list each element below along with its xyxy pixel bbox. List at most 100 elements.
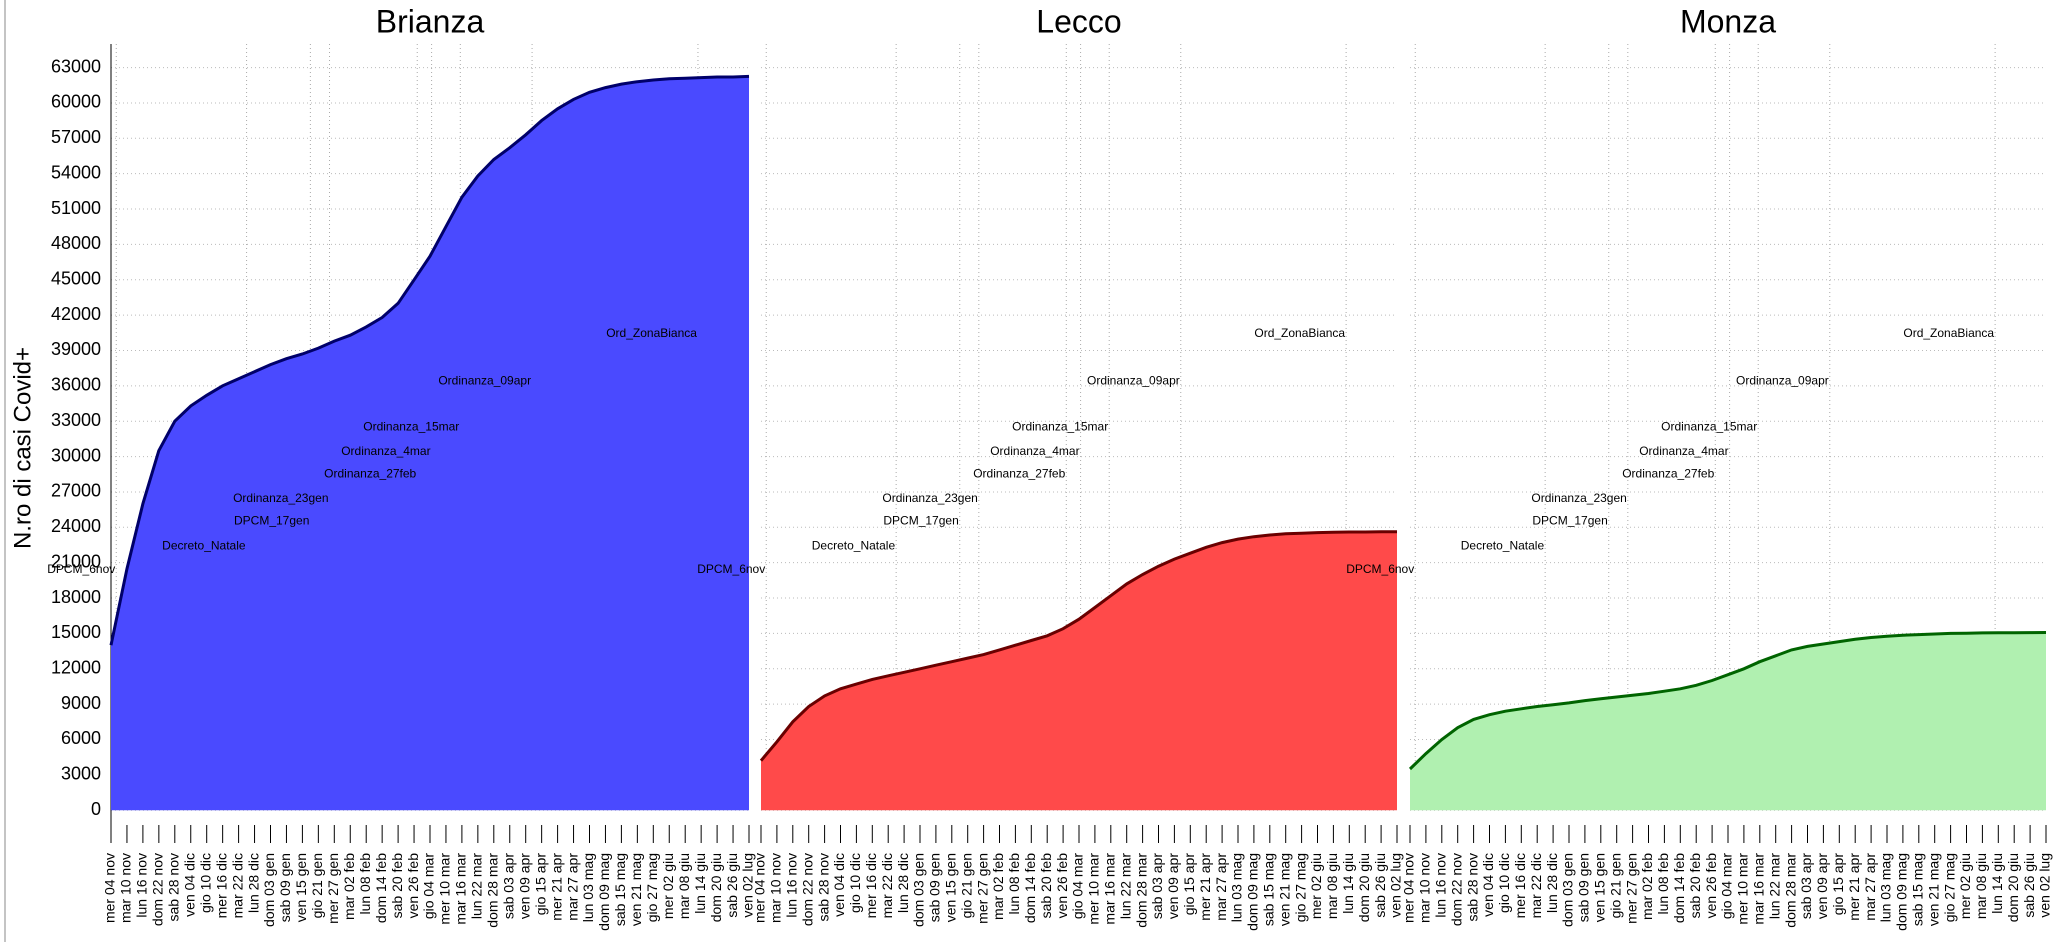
x-tick-label: dom 22 nov <box>799 853 815 926</box>
x-tick-label: dom 14 feb <box>373 853 389 923</box>
x-tick-label: gio 27 mag <box>1941 853 1957 922</box>
x-tick-label: ven 21 mag <box>1925 853 1941 926</box>
x-tick-label: sab 28 nov <box>815 853 831 922</box>
x-tick-label: gio 21 gen <box>958 853 974 918</box>
x-tick-label: lun 28 dic <box>245 853 261 913</box>
x-tick-label: mar 08 giu <box>1324 853 1340 919</box>
annotation-label: Ord_ZonaBianca <box>606 326 697 340</box>
x-tick-label: dom 09 mag <box>596 853 612 931</box>
y-tick-label: 51000 <box>51 198 101 218</box>
x-tick-label: sab 20 feb <box>389 853 405 919</box>
annotation-label: Ordinanza_23gen <box>233 491 328 505</box>
x-tick-label: mer 16 dic <box>213 853 229 918</box>
x-tick-label: mar 22 dic <box>229 853 245 918</box>
y-tick-label: 18000 <box>51 587 101 607</box>
x-tick-label: mar 27 apr <box>1862 853 1878 921</box>
x-tick-label: gio 10 dic <box>1496 853 1512 913</box>
x-tick-label: lun 03 mag <box>1878 853 1894 922</box>
x-tick-label: lun 16 nov <box>134 853 150 918</box>
x-tick-label: ven 09 apr <box>1814 853 1830 919</box>
x-tick-label: mer 02 giu <box>1957 853 1973 919</box>
x-tick-label: lun 08 feb <box>1006 853 1022 915</box>
x-tick-label: lun 16 nov <box>784 853 800 918</box>
x-tick-label: mar 16 mar <box>1102 853 1118 925</box>
x-tick-label: lun 22 mar <box>469 853 485 919</box>
x-tick-label: sab 09 gen <box>927 853 943 922</box>
x-tick-label: ven 26 feb <box>1703 853 1719 919</box>
line <box>759 530 1398 762</box>
x-tick-label: dom 09 mag <box>1245 853 1261 931</box>
panel-title: Monza <box>1680 3 1776 39</box>
annotation-label: Ordinanza_23gen <box>882 491 977 505</box>
x-tick-label: mer 21 apr <box>1846 853 1862 921</box>
x-tick-label: mer 02 giu <box>1308 853 1324 919</box>
y-tick-label: 21000 <box>51 551 101 571</box>
x-tick-label: dom 03 gen <box>261 853 277 927</box>
y-tick-label: 30000 <box>51 445 101 465</box>
x-tick-label: ven 04 dic <box>181 853 197 917</box>
annotation-label: Ordinanza_4mar <box>1639 444 1728 458</box>
x-tick-label: dom 03 gen <box>911 853 927 927</box>
x-tick-label: mer 16 dic <box>1512 853 1528 918</box>
x-tick-label: ven 02 lug <box>740 853 756 918</box>
x-tick-label: ven 21 mag <box>1276 853 1292 926</box>
x-tick-label: mar 10 nov <box>118 853 134 923</box>
x-tick-label: gio 04 mar <box>421 853 437 919</box>
x-tick-label: gio 10 dic <box>197 853 213 913</box>
annotation-label: DPCM_17gen <box>883 514 958 528</box>
x-tick-label: mer 04 nov <box>1401 853 1417 923</box>
x-tick-label: dom 14 feb <box>1022 853 1038 923</box>
x-tick-label: ven 09 apr <box>1165 853 1181 919</box>
x-tick-label: mar 22 dic <box>1528 853 1544 918</box>
x-tick-label: gio 04 mar <box>1719 853 1735 919</box>
x-tick-label: lun 14 giu <box>1989 853 2005 914</box>
x-tick-label: ven 21 mag <box>628 853 644 926</box>
x-tick-label: dom 22 nov <box>1448 853 1464 926</box>
x-tick-label: sab 28 nov <box>166 853 182 922</box>
x-tick-label: gio 27 mag <box>644 853 660 922</box>
x-tick-label: mar 02 feb <box>990 853 1006 920</box>
x-tick-label: sab 03 apr <box>1149 853 1165 919</box>
x-tick-label: sab 26 giu <box>1372 853 1388 918</box>
annotation-label: Ordinanza_15mar <box>363 419 459 433</box>
x-tick-label: sab 09 gen <box>277 853 293 922</box>
x-tick-label: ven 02 lug <box>1388 853 1404 918</box>
x-tick-label: lun 22 mar <box>1766 853 1782 919</box>
x-tick-label: dom 20 giu <box>2005 853 2021 922</box>
x-tick-label: gio 27 mag <box>1292 853 1308 922</box>
x-tick-label: mar 16 mar <box>1751 853 1767 925</box>
annotation-label: Ordinanza_23gen <box>1531 491 1626 505</box>
y-tick-label: 12000 <box>51 658 101 678</box>
x-tick-label: mar 27 apr <box>564 853 580 921</box>
annotation-label: Ord_ZonaBianca <box>1254 326 1345 340</box>
x-tick-label: lun 08 feb <box>1655 853 1671 915</box>
annotation-label: Ordinanza_09apr <box>1087 373 1180 387</box>
x-tick-label: gio 04 mar <box>1070 853 1086 919</box>
y-tick-label: 0 <box>91 799 101 819</box>
annotation-label: Ordinanza_09apr <box>1736 373 1829 387</box>
y-tick-label: 6000 <box>61 728 101 748</box>
x-tick-label: gio 21 gen <box>309 853 325 918</box>
x-tick-label: mer 27 gen <box>325 853 341 924</box>
x-tick-label: lun 22 mar <box>1117 853 1133 919</box>
x-tick-label: gio 10 dic <box>847 853 863 913</box>
y-tick-label: 63000 <box>51 56 101 76</box>
annotation-label: DPCM_6nov <box>47 562 115 576</box>
x-tick-label: lun 03 mag <box>1229 853 1245 922</box>
x-tick-label: sab 20 feb <box>1687 853 1703 919</box>
x-tick-label: dom 28 mar <box>485 853 501 928</box>
y-tick-label: 57000 <box>51 127 101 147</box>
annotation-label: DPCM_6nov <box>697 562 765 576</box>
x-tick-label: sab 20 feb <box>1038 853 1054 919</box>
y-tick-label: 15000 <box>51 622 101 642</box>
x-tick-label: gio 15 apr <box>1181 853 1197 916</box>
x-tick-label: lun 16 nov <box>1433 853 1449 918</box>
x-tick-label: mer 02 giu <box>660 853 676 919</box>
y-tick-label: 9000 <box>61 693 101 713</box>
x-tick-label: dom 20 giu <box>1356 853 1372 922</box>
x-tick-label: lun 28 dic <box>895 853 911 913</box>
x-tick-label: lun 14 giu <box>692 853 708 914</box>
x-tick-label: mer 27 gen <box>974 853 990 924</box>
annotation-label: Ordinanza_4mar <box>990 444 1079 458</box>
